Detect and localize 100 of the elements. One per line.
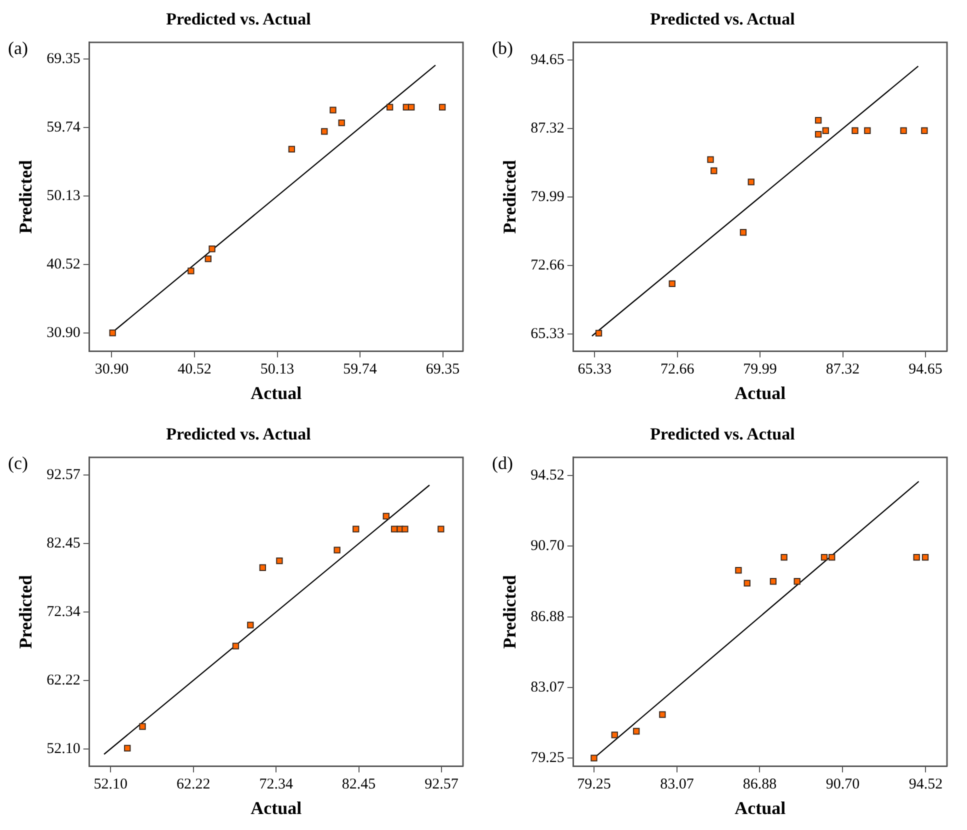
y-tick-label: 72.34	[46, 604, 81, 620]
y-tick-label: 90.70	[530, 538, 564, 554]
text: (b)	[492, 38, 513, 59]
point	[611, 732, 618, 738]
x-tick-label: 86.88	[742, 776, 777, 792]
y-axis-title: Predicted	[15, 575, 36, 649]
y-tick-label: 72.66	[530, 257, 565, 274]
x-tick-label: 79.25	[577, 776, 611, 792]
y-axis-title: Predicted	[499, 575, 520, 649]
point	[822, 127, 829, 134]
point	[922, 554, 929, 561]
point	[668, 280, 676, 288]
x-tick-label: 72.34	[259, 776, 294, 792]
point	[707, 156, 714, 163]
point	[330, 106, 336, 114]
point	[276, 558, 283, 564]
x-tick-label: 79.99	[743, 361, 777, 378]
y-tick-label: 59.74	[46, 119, 81, 136]
y-tick-label: 87.32	[530, 120, 564, 137]
y-tick-label: 79.25	[530, 750, 564, 766]
y-tick-label: 65.33	[530, 326, 564, 342]
point	[852, 127, 858, 134]
point	[338, 120, 345, 126]
x-tick-label: 82.45	[342, 776, 376, 792]
y-tick-label: 82.45	[46, 536, 80, 552]
x-tick-label: 69.35	[426, 361, 460, 378]
x-tick-label: 90.70	[826, 776, 860, 792]
point	[334, 546, 340, 554]
point	[139, 723, 146, 730]
chart-title: Predicted vs. Actual	[650, 424, 796, 444]
x-axis-title: Actual	[734, 798, 786, 818]
y-tick-label: 79.99	[530, 188, 564, 205]
point	[794, 578, 800, 585]
point	[438, 526, 444, 532]
y-tick-label: 62.22	[46, 672, 80, 688]
point	[124, 744, 131, 752]
point	[386, 104, 394, 111]
point	[864, 127, 871, 134]
point	[659, 711, 666, 718]
point	[590, 754, 598, 762]
text: (a)	[8, 38, 28, 59]
y-tick-label: 83.07	[530, 679, 565, 696]
x-tick-label: 72.66	[660, 361, 695, 378]
x-axis-title: Actual	[250, 382, 302, 403]
x-axis-title: Actual	[734, 382, 786, 403]
point	[744, 580, 750, 587]
x-tick-label: 62.22	[176, 776, 210, 792]
text: (c)	[8, 453, 28, 474]
point	[408, 104, 415, 111]
point	[748, 178, 754, 186]
point	[921, 127, 928, 134]
point	[208, 246, 216, 252]
y-tick-label: 94.65	[530, 52, 564, 68]
x-tick-label: 94.52	[908, 776, 943, 792]
x-tick-label: 92.57	[424, 776, 459, 792]
point	[402, 526, 408, 532]
point	[710, 167, 718, 174]
x-tick-label: 52.10	[94, 776, 128, 792]
y-tick-label: 69.35	[46, 51, 80, 68]
point	[259, 564, 266, 571]
point	[439, 104, 446, 111]
chart-title: Predicted vs. Actual	[166, 424, 312, 444]
point	[382, 512, 390, 520]
point	[780, 554, 788, 561]
x-tick-label: 94.65	[908, 361, 942, 378]
x-tick-label: 83.07	[660, 776, 694, 792]
point	[820, 554, 828, 561]
x-tick-label: 65.33	[578, 361, 612, 378]
point	[204, 256, 212, 262]
chart-title: Predicted vs. Actual	[166, 10, 312, 29]
point	[814, 131, 822, 138]
point	[188, 268, 194, 274]
point	[595, 330, 602, 337]
x-tick-label: 40.52	[178, 361, 212, 378]
text: (d)	[492, 453, 513, 474]
point	[288, 146, 295, 153]
x-tick-label: 59.74	[343, 361, 378, 378]
chart-title: Predicted vs. Actual	[650, 10, 796, 29]
point	[109, 330, 116, 336]
y-axis-title: Predicted	[499, 160, 520, 234]
point	[352, 526, 360, 532]
point	[913, 554, 920, 561]
point	[900, 127, 907, 134]
point	[247, 622, 254, 628]
point	[633, 728, 640, 735]
x-tick-label: 30.90	[94, 361, 129, 378]
y-tick-label: 94.52	[530, 467, 564, 484]
y-tick-label: 30.90	[46, 324, 80, 341]
point	[814, 117, 822, 124]
x-axis-title: Actual	[250, 798, 302, 818]
y-tick-label: 52.10	[46, 740, 80, 757]
point	[770, 578, 777, 585]
y-tick-label: 92.57	[46, 467, 81, 484]
point	[232, 642, 240, 650]
x-tick-label: 87.32	[826, 361, 860, 378]
x-tick-label: 50.13	[260, 361, 294, 378]
point	[740, 229, 747, 236]
point	[828, 554, 836, 561]
y-tick-label: 86.88	[530, 608, 564, 625]
y-tick-label: 40.52	[46, 256, 80, 272]
